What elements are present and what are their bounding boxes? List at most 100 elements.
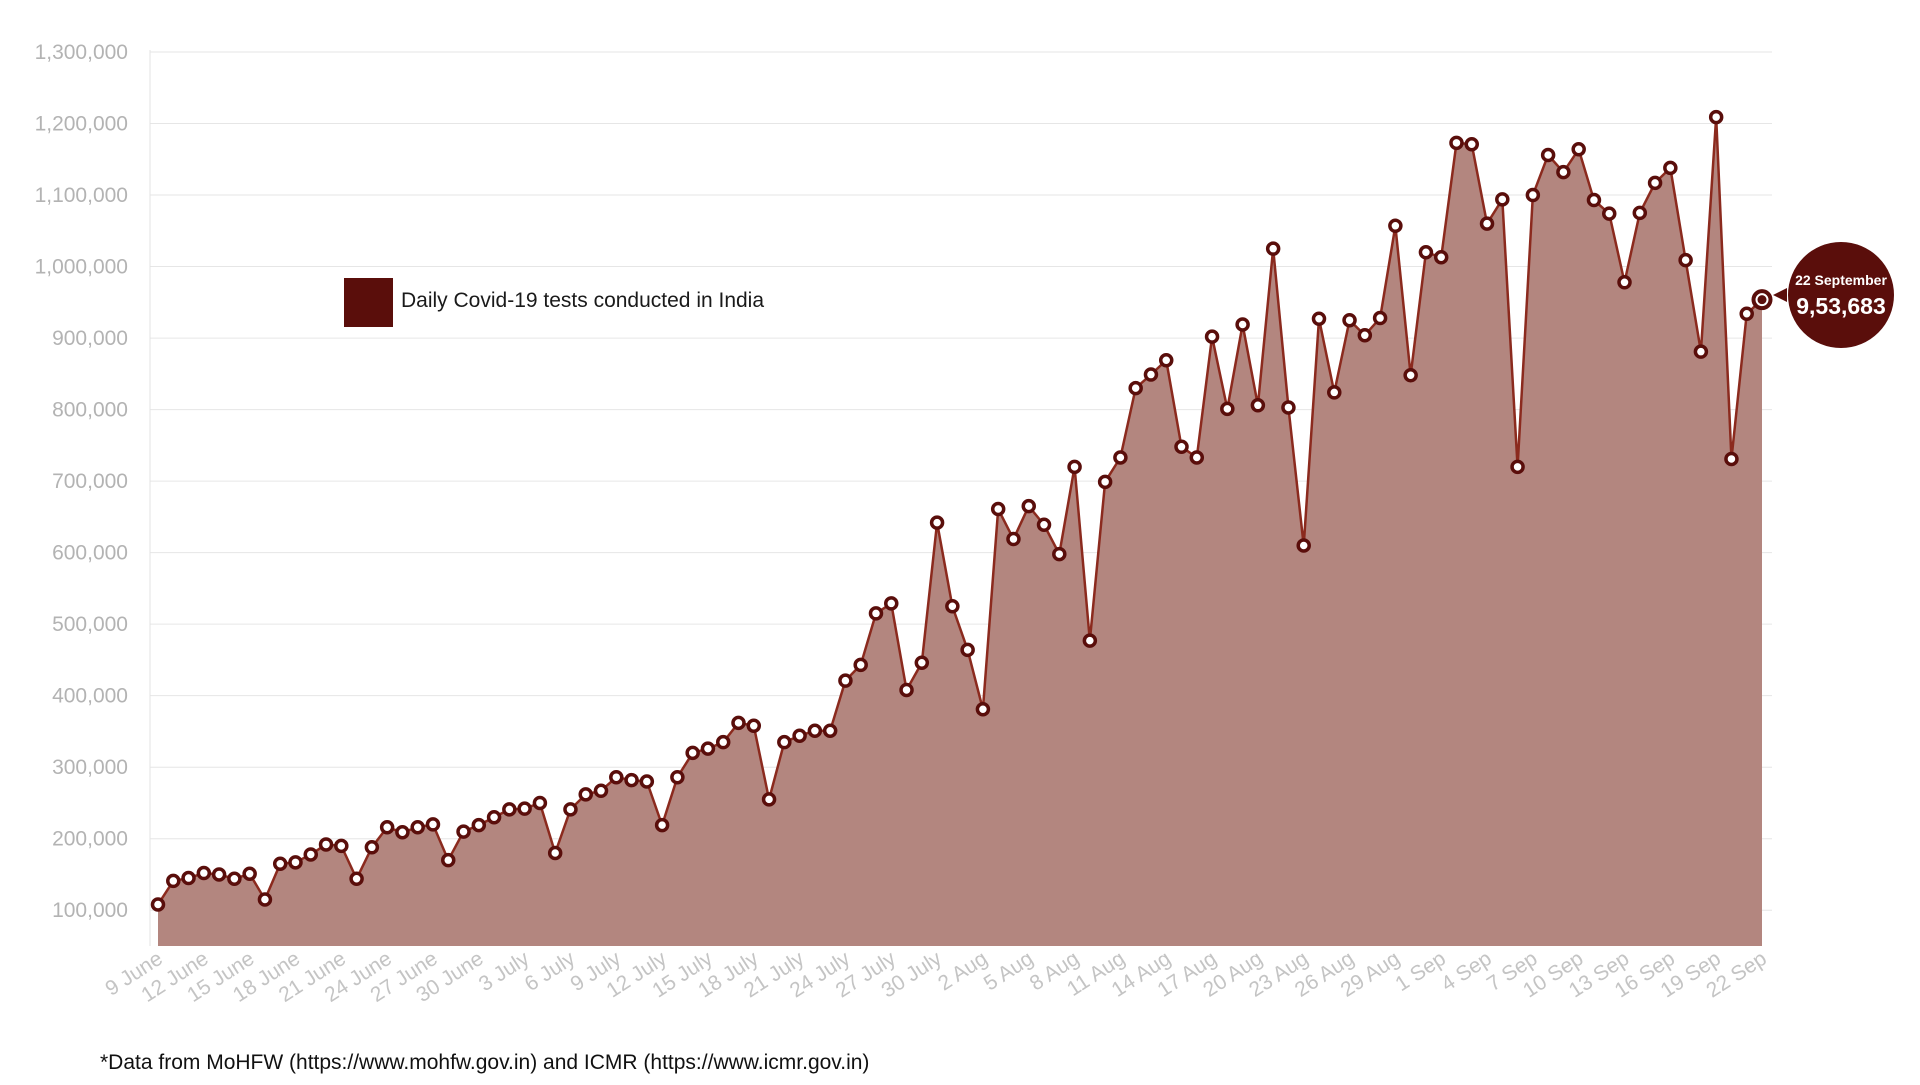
data-point	[532, 795, 548, 811]
x-tick-label: 5 Aug	[980, 947, 1038, 996]
data-point	[563, 802, 578, 817]
data-point	[517, 801, 532, 816]
data-point	[395, 825, 410, 840]
data-source-footnote: *Data from MoHFW (https://www.mohfw.gov.…	[100, 1051, 870, 1074]
data-point	[1617, 275, 1632, 290]
data-point	[624, 772, 639, 788]
data-point	[1708, 109, 1724, 125]
y-tick-label: 1,000,000	[35, 256, 128, 279]
data-point	[639, 774, 655, 789]
data-point	[746, 718, 762, 733]
data-point	[914, 655, 930, 671]
y-tick-label: 300,000	[52, 756, 128, 779]
data-point	[150, 897, 166, 912]
latest-value-callout: 22 September 9,53,683	[1773, 242, 1894, 348]
x-tick-label: 2 Aug	[934, 947, 992, 996]
data-point	[303, 847, 319, 862]
data-point	[1097, 474, 1113, 490]
data-point	[1510, 459, 1525, 475]
y-axis-ticks: 100,000 200,000 300,000 400,000 500,000 600,0…	[35, 41, 128, 922]
data-point	[211, 867, 227, 882]
x-tick-label: 3 July	[475, 947, 534, 996]
data-point	[1311, 311, 1327, 327]
data-point	[1143, 367, 1159, 382]
data-point	[1113, 450, 1128, 465]
data-point	[945, 599, 960, 614]
data-point	[1006, 531, 1021, 547]
data-point	[1342, 312, 1357, 328]
data-point-latest-core	[1757, 295, 1767, 305]
y-tick-label: 1,200,000	[35, 113, 128, 136]
series-line	[156, 115, 1763, 906]
data-point	[822, 723, 838, 738]
data-point	[181, 870, 196, 886]
data-point	[1052, 546, 1067, 562]
legend-swatch	[344, 278, 393, 327]
data-point	[1479, 216, 1495, 231]
x-tick-label: 6 July	[521, 947, 580, 996]
data-point	[1281, 400, 1296, 415]
data-point	[349, 871, 364, 887]
data-point	[1632, 205, 1648, 221]
data-point	[1586, 192, 1602, 208]
data-point	[1449, 135, 1464, 151]
y-tick-label: 600,000	[52, 542, 128, 565]
y-tick-label: 800,000	[52, 399, 128, 422]
data-point	[1693, 344, 1709, 359]
data-point	[1296, 538, 1311, 553]
data-point	[1174, 439, 1189, 455]
data-point	[929, 515, 945, 530]
data-point	[700, 741, 716, 756]
data-point	[1327, 385, 1342, 400]
y-tick-label: 900,000	[52, 327, 128, 350]
data-point	[715, 734, 731, 750]
data-point	[410, 820, 425, 835]
data-point	[792, 728, 807, 743]
data-point	[1739, 306, 1754, 322]
data-point	[685, 745, 700, 761]
y-tick-label: 500,000	[52, 613, 128, 636]
callout-pointer	[1773, 288, 1787, 302]
data-point	[761, 792, 777, 807]
data-point	[379, 820, 395, 835]
series-fill	[158, 117, 1762, 946]
data-point	[1021, 498, 1036, 514]
data-point	[227, 871, 242, 887]
data-point	[1556, 164, 1571, 180]
data-point	[1647, 175, 1663, 191]
data-point	[425, 817, 441, 832]
data-point	[257, 892, 273, 907]
data-point	[1357, 327, 1373, 343]
data-point	[807, 723, 823, 738]
data-point	[1724, 451, 1739, 467]
data-point	[1540, 147, 1556, 163]
data-point	[838, 673, 853, 688]
data-point	[1678, 252, 1693, 268]
data-point	[242, 866, 257, 882]
data-point	[1571, 142, 1586, 157]
data-point	[975, 702, 991, 717]
data-point	[364, 840, 380, 855]
data-point	[1036, 517, 1052, 532]
data-point	[1220, 401, 1235, 417]
data-point	[288, 855, 303, 870]
y-tick-label: 1,300,000	[35, 41, 128, 64]
data-point	[1663, 160, 1678, 176]
data-point	[884, 596, 899, 611]
y-tick-label: 100,000	[52, 899, 128, 922]
data-point	[1495, 192, 1510, 207]
data-point	[868, 606, 884, 621]
data-point	[670, 769, 685, 785]
series-area	[156, 115, 1763, 946]
data-point	[196, 865, 212, 881]
data-point	[166, 873, 181, 889]
data-point	[456, 824, 471, 839]
callout-date: 22 September	[1795, 272, 1887, 288]
data-point	[1265, 241, 1281, 256]
data-point	[1525, 187, 1541, 203]
y-tick-label: 200,000	[52, 828, 128, 851]
x-tick-label: 1 Sep	[1391, 947, 1450, 996]
data-point	[547, 845, 563, 861]
